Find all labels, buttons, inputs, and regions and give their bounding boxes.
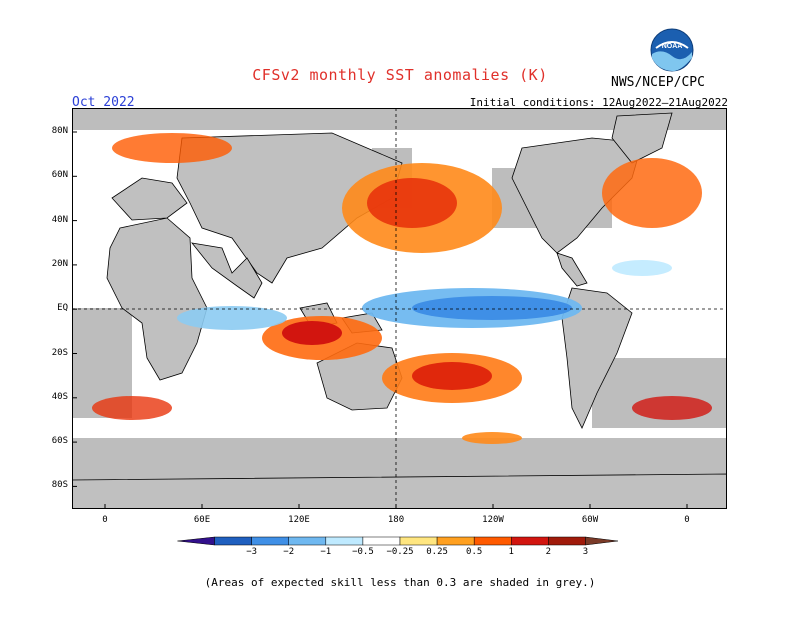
lon-label: 0 <box>684 515 690 525</box>
lat-label: 60N <box>51 170 68 181</box>
colorbar-tick-label: −0.5 <box>352 547 374 557</box>
lat-label: 20N <box>51 258 68 269</box>
cool-anomaly-regions <box>177 260 672 330</box>
sst-anomaly-map <box>72 108 727 509</box>
forecast-month: Oct 2022 <box>72 95 135 110</box>
lat-label: 40S <box>51 391 68 402</box>
lat-label: 80N <box>51 126 68 136</box>
noaa-logo-text: NOAA <box>662 43 683 50</box>
colorbar-max-arrow <box>585 536 619 546</box>
colorbar-tick-label: −0.25 <box>386 547 414 557</box>
colorbar-segment <box>362 536 401 546</box>
chart-title: CFSv2 monthly SST anomalies (K) <box>252 66 548 84</box>
warm-anomaly-regions <box>92 133 712 444</box>
lat-label: 20S <box>51 347 68 358</box>
colorbar-segment <box>511 536 549 546</box>
lon-label: 120W <box>482 515 504 525</box>
colorbar-tick-label: −1 <box>320 547 332 557</box>
colorbar-tick-label: 0.25 <box>426 547 448 557</box>
lat-label: EQ <box>57 303 68 314</box>
agency-label: NWS/NCEP/CPC <box>611 75 705 90</box>
noaa-logo: NOAA <box>650 28 694 72</box>
colorbar-tick-label: 1 <box>508 547 514 557</box>
lon-label: 0 <box>102 515 108 525</box>
map-ticks <box>72 131 688 509</box>
colorbar-tick-label: 3 <box>582 547 589 557</box>
initial-conditions: Initial conditions: 12Aug2022–21Aug2022 <box>469 96 728 109</box>
footnote: (Areas of expected skill less than 0.3 a… <box>204 576 596 589</box>
colorbar-segment <box>436 536 475 546</box>
lon-label: 120E <box>288 515 310 525</box>
colorbar-tick-label: 0.5 <box>466 547 483 557</box>
colorbar-min-arrow <box>177 536 215 546</box>
colorbar-segment <box>288 536 327 546</box>
colorbar-segment <box>251 536 289 546</box>
colorbar-tick-label: 2 <box>545 547 552 557</box>
colorbar-segment <box>214 536 252 546</box>
lon-label: 180 <box>387 515 405 525</box>
colorbar-segment <box>548 536 586 546</box>
colorbar-tick-label: −3 <box>246 547 258 557</box>
colorbar-segment <box>473 536 512 546</box>
colorbar-segment <box>325 536 364 546</box>
lon-label: 60E <box>193 515 211 525</box>
lat-label: 60S <box>51 436 68 447</box>
colorbar-tick-label: −2 <box>283 547 295 557</box>
lat-label: 40N <box>51 214 68 225</box>
colorbar-segment <box>399 536 438 546</box>
map-frame <box>72 108 727 509</box>
lat-label: 80S <box>51 480 68 491</box>
lon-label: 60W <box>581 515 599 525</box>
